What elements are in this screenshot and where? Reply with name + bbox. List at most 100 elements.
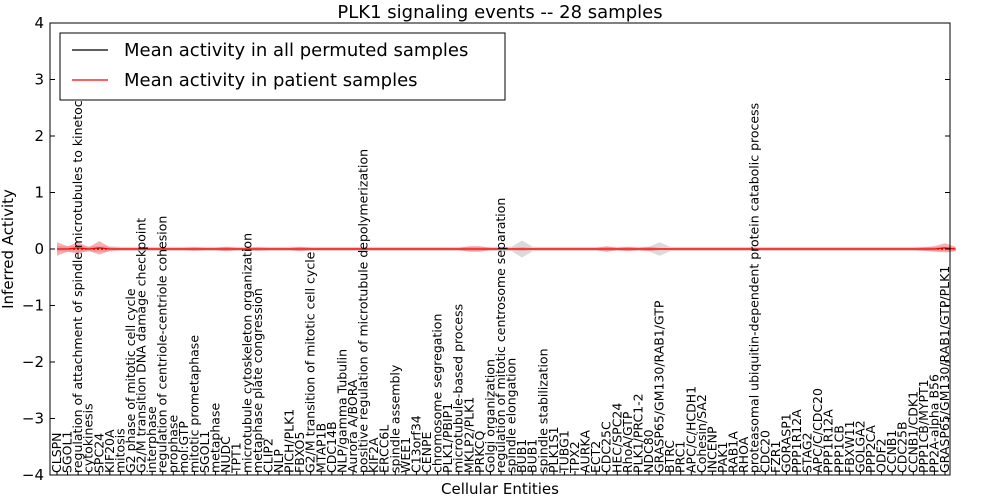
category-label: Golgi organization (482, 359, 497, 473)
category-label: PPP1CB/MYPT1 (916, 379, 931, 473)
category-label: PPP1CB (831, 425, 846, 473)
y-tick-label: −2 (22, 353, 44, 371)
y-tick-label: −3 (22, 410, 44, 428)
category-label: BTRC (662, 440, 677, 473)
category-label: KIF20A (102, 429, 117, 473)
category-label: positive regulation of microtubule depol… (356, 149, 371, 473)
y-tick-label: 4 (34, 14, 44, 32)
category-label: metaphase (208, 403, 223, 473)
legend: Mean activity in all permuted samples Me… (59, 32, 506, 101)
category-label: RAB1A (726, 431, 741, 473)
category-label: proteasomal ubiquitin-dependent protein … (747, 103, 762, 473)
chart-title: PLK1 signaling events -- 28 samples (337, 2, 662, 23)
category-label: PLK1/PRC1-2 (630, 393, 645, 473)
category-label: PICH/PLK1 (282, 409, 297, 473)
category-label: CCNB1 (884, 430, 899, 473)
category-label: spindle elongation (504, 358, 519, 473)
category-label: CDC20 (757, 430, 772, 473)
category-label: CENPE (419, 431, 434, 473)
category-label: TUBG1 (556, 430, 571, 474)
y-tick-label: 0 (34, 240, 44, 258)
category-label: prophase (165, 415, 180, 473)
legend-label-permuted: Mean activity in all permuted samples (124, 40, 468, 61)
category-label: regulation of centriole-centriole cohesi… (155, 216, 170, 473)
category-label: CDC25B (895, 421, 910, 473)
y-tick-label: 1 (34, 184, 44, 202)
category-label: NLP/gamma Tubulin (334, 349, 349, 473)
category-label: NUDC (218, 436, 233, 473)
x-axis-title: Cellular Entities (441, 480, 559, 498)
category-label: PPP1R12A (789, 409, 804, 473)
category-label: PLK1S1 (546, 426, 561, 473)
category-label: regulation of mitotic centrosome separat… (493, 198, 508, 473)
category-label: metaphase plate congression (250, 288, 265, 473)
legend-label-patient: Mean activity in patient samples (124, 70, 418, 91)
category-label: mitotic prometaphase (186, 335, 201, 473)
category-label: GOLGA2 (852, 420, 867, 473)
y-tick-label: −4 (22, 466, 44, 484)
category-label: spindle stabilization (535, 348, 550, 473)
series-lines (57, 247, 956, 250)
category-label: WEE1 (398, 437, 413, 473)
category-label: STAG2 (800, 432, 815, 473)
category-label: KIF2A (366, 437, 381, 473)
category-label: SPC24 (91, 433, 106, 473)
category-label: G2/M transition of mitotic cell cycle (303, 251, 318, 473)
category-label: chromosome segregation (430, 314, 445, 473)
category-label: PRKCQ (472, 431, 487, 473)
series-line-patient (57, 247, 956, 250)
category-label: APC/C/HCDH1 (683, 386, 698, 473)
category-label: FBXW11 (842, 420, 857, 473)
y-axis: −4 −3 −2 −1 0 1 2 3 4 (22, 14, 950, 484)
category-label: ECT2 (588, 441, 603, 473)
category-label: cytokinesis (81, 403, 96, 473)
category-label: FZR1 (768, 441, 783, 473)
category-label: spindle assembly (387, 364, 402, 473)
category-label: BUB1 (525, 439, 540, 473)
category-label: CDC14B (324, 421, 339, 473)
y-axis-title: Inferred Activity (0, 189, 17, 309)
category-label: RhoA/GTP (620, 411, 635, 473)
category-label: PLK1/PBIP1 (440, 403, 455, 473)
category-label: microtubule cytoskeleton organization (239, 233, 254, 473)
category-label: interphase (144, 406, 159, 473)
category-label: ODF2 (874, 438, 889, 473)
y-tick-label: −1 (22, 297, 44, 315)
y-tick-label: 3 (34, 71, 44, 89)
category-label: PP2A-alpha B56 (926, 374, 941, 473)
category-label: GRASP65/GM130/RAB1/GTP (652, 300, 667, 473)
category-label: PAK1 (715, 442, 730, 473)
category-label: TPX2 (567, 441, 582, 474)
category-label: microtubule-based process (451, 304, 466, 473)
category-label: HEC/SPC24 (609, 403, 624, 473)
category-label: MTAP1B (313, 423, 328, 473)
category-label: PRC1 (673, 441, 688, 473)
legend-box (59, 32, 506, 101)
category-label: BUB1 (514, 439, 529, 473)
category-label: PPP2CA (863, 425, 878, 473)
category-label: TPT1 (229, 442, 244, 474)
category-label: SGOL1 (60, 431, 75, 473)
category-label: CLIP2 (260, 438, 275, 473)
category-label: AURKA (578, 430, 593, 473)
category-label: mol:GTP (176, 421, 191, 473)
category-label: C13orf34 (408, 415, 423, 473)
category-label: regulation of attachment of spindle micr… (70, 72, 85, 473)
category-label: NLP (271, 449, 286, 473)
category-label: NDC80 (641, 429, 656, 473)
category-label: CDC25C (599, 421, 614, 473)
category-label: G2 phase of mitotic cell cycle (123, 288, 138, 473)
category-label: Aurora A/BORA (345, 379, 360, 473)
category-label: APC/C/CDC20 (810, 388, 825, 473)
category-label: CLSPN (49, 432, 64, 473)
category-label: MKLP2/PLK1 (461, 397, 476, 473)
category-label: FBXO5 (292, 432, 307, 473)
y-tick-label: 2 (34, 127, 44, 145)
category-label: GORASP1 (778, 413, 793, 473)
category-label: G2/M transition DNA damage checkpoint (134, 218, 149, 473)
category-label: SGOL1 (197, 431, 212, 473)
category-label: GRASP65/GM130/RAB1/GTP/PLK1 (937, 266, 952, 473)
category-label: mitosis (112, 428, 127, 473)
